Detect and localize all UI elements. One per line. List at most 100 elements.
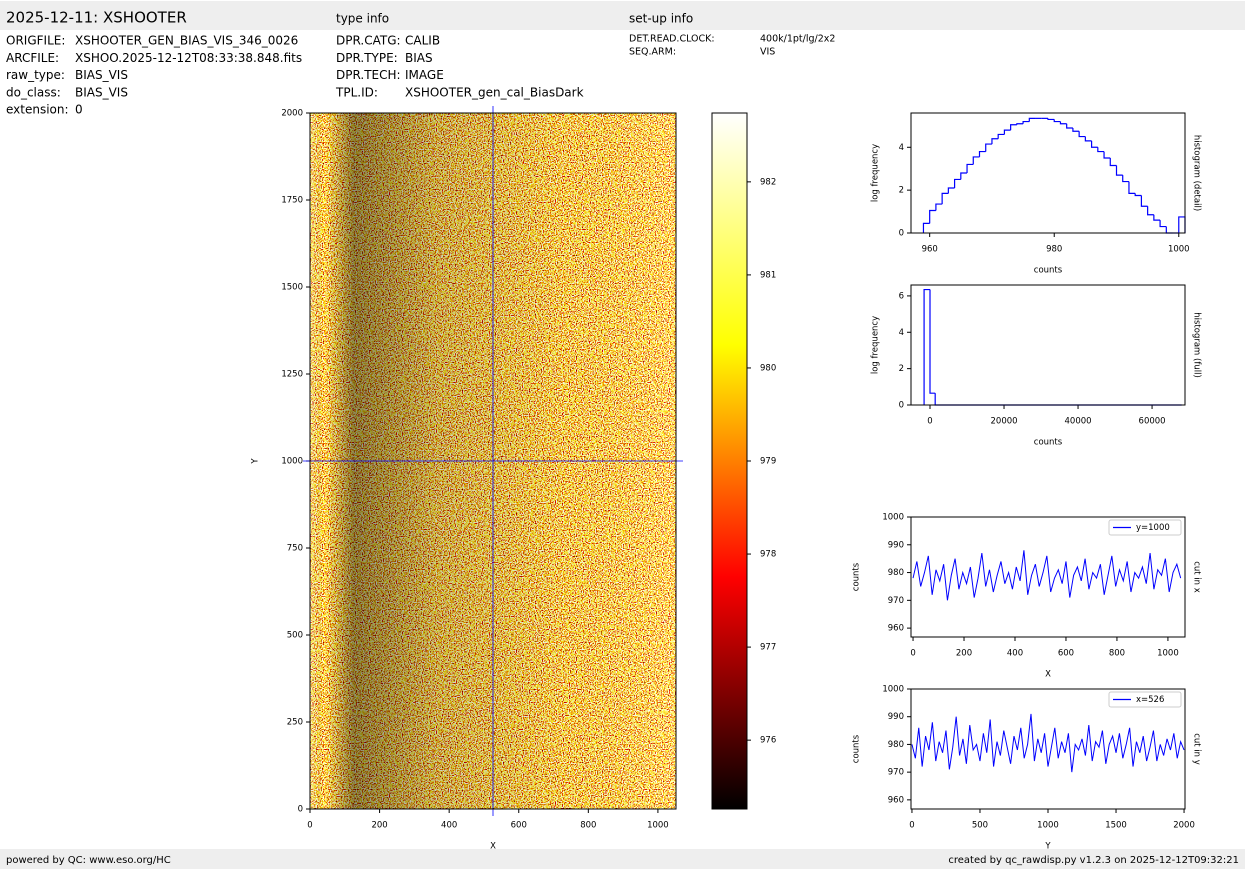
histogram-step [978, 150, 986, 157]
x-tick-label: 400 [441, 821, 457, 831]
x-tick-label: 1000 [1037, 821, 1059, 831]
x-axis-label: Y [1044, 842, 1051, 852]
x-axis-label: counts [1034, 438, 1063, 448]
page-title: 2025-12-11: XSHOOTER [6, 9, 187, 27]
x-tick-label: 500 [972, 821, 988, 831]
x-tick-label: 980 [1046, 245, 1062, 255]
y-tick-label: 980 [888, 568, 904, 578]
y-tick-label: 960 [888, 624, 904, 634]
histogram-step [1016, 123, 1024, 125]
histogram-step [1103, 151, 1111, 159]
x-tick-label: 1000 [1157, 649, 1179, 659]
info-key: DPR.TYPE: [336, 51, 398, 65]
info-value: BIAS_VIS [75, 68, 128, 82]
histogram-step [1115, 165, 1123, 176]
x-tick-label: 200 [371, 821, 387, 831]
y-tick-label: 0 [899, 401, 904, 411]
histogram-step [1178, 216, 1186, 233]
legend-label: y=1000 [1136, 523, 1170, 533]
plot-frame [910, 112, 1186, 234]
footer-left: powered by QC: www.eso.org/HC [6, 855, 171, 866]
colorbar [711, 112, 748, 810]
colorbar-tick-label: 979 [760, 457, 776, 467]
y-tick-label: 6 [899, 291, 904, 301]
y-tick-label: 990 [888, 712, 904, 722]
y-tick-label: 1000 [882, 513, 904, 523]
info-key: SEQ.ARM: [629, 47, 676, 58]
colorbar-tick-label: 980 [760, 363, 776, 373]
y-tick-label: 990 [888, 540, 904, 550]
histogram-step [1097, 147, 1105, 153]
info-key: ARCFILE: [6, 51, 59, 65]
y-tick-label: 960 [888, 795, 904, 805]
y-tick-label: 0 [298, 805, 303, 815]
histogram-step [960, 172, 968, 180]
info-key: ORIGFILE: [6, 34, 65, 48]
histogram-step [1153, 214, 1161, 221]
x-tick-label: 400 [1007, 649, 1023, 659]
histogram-step [972, 156, 980, 165]
x-tick-label: 600 [511, 821, 527, 831]
x-tick-label: 0 [307, 821, 312, 831]
x-tick-label: 0 [927, 417, 932, 427]
y-tick-label: 1000 [882, 685, 904, 695]
x-tick-label: 1000 [1168, 245, 1190, 255]
histogram-step [1165, 226, 1173, 234]
x-tick-label: 0 [909, 821, 914, 831]
legend-box [1108, 691, 1182, 708]
info-value: BIAS_VIS [75, 85, 128, 99]
colorbar-tick-label: 977 [760, 643, 776, 653]
y-tick-label: 1750 [281, 196, 303, 206]
legend-label: x=526 [1136, 695, 1164, 705]
histogram-step [1072, 128, 1080, 132]
info-key: extension: [6, 103, 69, 117]
y-tick-label: 4 [899, 328, 904, 338]
x-tick-label: 0 [910, 649, 915, 659]
x-tick-label: 40000 [1065, 417, 1092, 427]
side-label: cut in x [1192, 561, 1202, 593]
x-tick-label: 200 [956, 649, 972, 659]
type-info-title: type info [336, 12, 389, 26]
histogram-step [941, 192, 949, 205]
y-tick-label: 1500 [281, 283, 303, 293]
x-tick-label: 1500 [1105, 821, 1127, 831]
y-tick-label: 500 [287, 631, 303, 641]
info-key: do_class: [6, 85, 61, 99]
x-tick-label: 800 [1109, 649, 1125, 659]
plot-frame [910, 284, 1186, 406]
y-axis-label: counts [852, 562, 862, 591]
x-tick-label: 960 [922, 245, 938, 255]
side-label: histogram (full) [1192, 312, 1202, 378]
histogram-step [1059, 121, 1067, 125]
histogram-step [1084, 136, 1092, 142]
histogram-step [1022, 120, 1030, 124]
histogram-step [1109, 158, 1117, 167]
info-key: TPL.ID: [335, 85, 378, 99]
y-tick-label: 2 [899, 364, 904, 374]
y-tick-label: 970 [888, 596, 904, 606]
histogram-step [929, 289, 936, 394]
info-key: raw_type: [6, 68, 65, 82]
histogram-step [953, 178, 961, 188]
histogram-step [1147, 206, 1154, 216]
histogram-step [1078, 131, 1086, 138]
x-tick-label: 800 [580, 821, 596, 831]
histogram-step [1028, 117, 1036, 122]
histogram-step [1134, 193, 1142, 197]
x-tick-label: 1000 [647, 821, 669, 831]
x-axis-label: counts [1034, 266, 1063, 276]
plot-frame [910, 516, 1186, 638]
cut-line [911, 713, 1185, 773]
x-tick-label: 2000 [1173, 821, 1195, 831]
footer-right: created by qc_rawdisp.py v1.2.3 on 2025-… [948, 855, 1239, 866]
histogram-step [929, 209, 936, 224]
histogram-step [991, 138, 999, 145]
histogram-step [1140, 195, 1148, 207]
y-axis-label: counts [852, 734, 862, 763]
legend-box [1108, 519, 1182, 536]
side-label: cut in y [1192, 733, 1202, 765]
y-tick-label: 250 [287, 718, 303, 728]
colorbar-tick-label: 981 [760, 270, 776, 280]
